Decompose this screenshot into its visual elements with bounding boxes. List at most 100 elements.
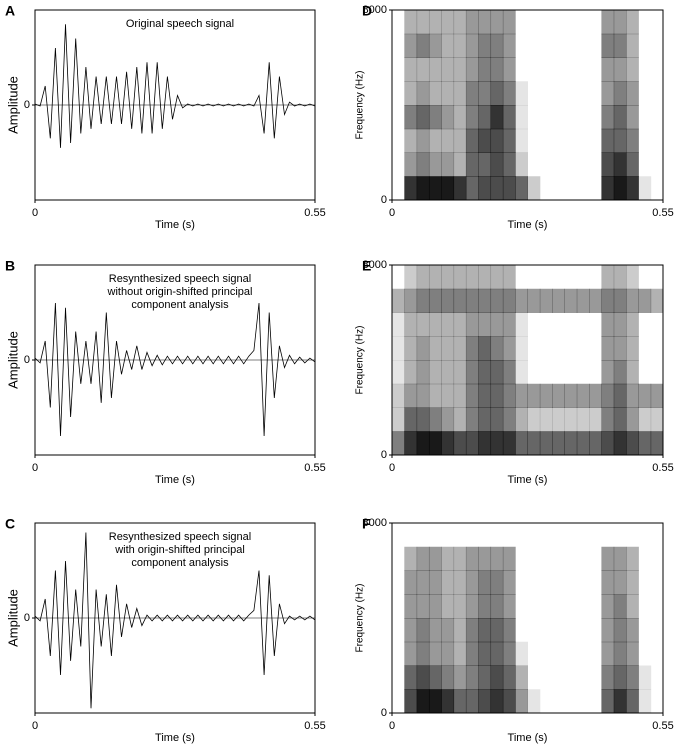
spectrogram-cell: [428, 665, 442, 690]
spectrogram-cell: [613, 689, 627, 714]
spectrogram-cell: [490, 10, 504, 35]
spectrogram-cell: [527, 176, 541, 201]
spectrogram-cell: [478, 570, 492, 595]
spectrogram-cell: [576, 407, 590, 432]
spectrogram-cell: [638, 313, 651, 337]
spectrogram-cell: [392, 618, 405, 642]
spectrogram-cell: [564, 407, 578, 432]
spectrogram-cell: [478, 33, 492, 58]
waveform: [34, 24, 316, 148]
spectrogram-cell: [638, 129, 651, 153]
spectrogram-cell: [515, 571, 528, 595]
spectrogram-cell: [613, 176, 627, 201]
spectrogram-cell: [552, 81, 565, 105]
spectrogram-cell: [552, 547, 565, 571]
x-tick-label: 0.55: [304, 720, 325, 732]
spectrogram-cell: [416, 288, 430, 313]
spectrogram-cell: [613, 431, 627, 456]
spectrogram-cell: [552, 642, 565, 666]
spectrogram-cell: [503, 523, 516, 547]
spectrogram-cell: [577, 547, 590, 571]
spectrogram-cell: [564, 547, 577, 571]
spectrogram-cell: [453, 105, 467, 130]
spectrogram-cell: [577, 153, 590, 177]
spectrogram-cell: [540, 666, 553, 690]
spectrogram-cell: [601, 33, 615, 58]
spectrogram-cell: [404, 10, 418, 35]
y-tick-label: 0: [24, 99, 30, 111]
spectrogram-cell: [589, 10, 602, 34]
spectrogram-cell: [478, 128, 492, 153]
spectrogram-cell: [564, 431, 578, 456]
spectrogram-cell: [441, 10, 455, 35]
spectrogram-cell: [441, 431, 455, 456]
spectrogram-cell: [392, 153, 405, 177]
spectrogram-cell: [651, 129, 664, 153]
y-axis-label: Frequency (Hz): [355, 584, 366, 653]
spectrogram-cell: [490, 81, 504, 106]
spectrogram-cell: [626, 57, 639, 82]
spectrogram-cell: [577, 666, 590, 690]
spectrogram-cell: [539, 431, 553, 456]
spectrogram-cell: [577, 360, 590, 384]
spectrogram-cell: [515, 58, 528, 82]
x-axis-label: Time (s): [508, 474, 548, 486]
y-tick-label: 0: [381, 194, 387, 206]
spectrogram-cell: [502, 407, 516, 432]
spectrogram-cell: [441, 594, 455, 619]
spectrogram-cell: [416, 33, 430, 58]
spectrogram-cell: [651, 313, 664, 337]
spectrogram-cell: [552, 265, 565, 289]
spectrogram-cell: [416, 618, 430, 643]
spectrogram-cell: [564, 360, 577, 384]
spectrogram-cell: [490, 618, 504, 643]
spectrogram-cell: [638, 153, 651, 177]
spectrogram-cell: [626, 288, 639, 313]
spectrogram-cell: [626, 105, 639, 130]
spectrogram-cell: [428, 641, 442, 666]
spectrogram-cell: [577, 129, 590, 153]
spectrogram-cell: [539, 288, 553, 313]
spectrogram-cell: [540, 10, 553, 34]
spectrogram-cell: [453, 570, 467, 595]
y-tick-label: 0: [24, 354, 30, 366]
spectrogram-cell: [404, 665, 418, 690]
spectrogram-cell: [601, 312, 615, 337]
spectrogram-cell: [613, 57, 627, 82]
spectrogram-cell: [577, 618, 590, 642]
spectrogram-cell: [416, 57, 430, 82]
spectrogram-cell: [528, 153, 541, 177]
panel-title: component analysis: [131, 299, 229, 311]
spectrogram-cell: [392, 666, 405, 690]
spectrogram-cell: [577, 689, 590, 713]
spectrogram-cell: [626, 265, 639, 290]
spectrogram-cell: [453, 288, 467, 313]
spectrogram-cell: [540, 642, 553, 666]
spectrogram-cell: [392, 360, 405, 385]
spectrogram-cell: [564, 594, 577, 618]
spectrogram-cell: [478, 105, 492, 130]
spectrogram-cell: [638, 288, 652, 313]
spectrogram-cell: [613, 336, 627, 361]
spectrogram-cell: [540, 523, 553, 547]
spectrogram-cell: [539, 383, 553, 408]
spectrogram-cell: [490, 360, 504, 385]
spectrogram-cell: [453, 10, 467, 35]
spectrogram-cell: [404, 57, 418, 82]
spectrogram-cell: [478, 546, 492, 571]
spectrogram-cell: [465, 383, 479, 408]
spectrogram-cell: [465, 360, 479, 385]
spectrogram-cell: [465, 265, 479, 290]
spectrogram-cell: [651, 689, 664, 713]
spectrogram-cell: [490, 265, 504, 290]
spectrogram-cell: [540, 689, 553, 713]
spectrogram-cell: [515, 10, 528, 34]
spectrogram-cell: [528, 313, 541, 337]
spectrogram-cell: [453, 407, 467, 432]
spectrogram-cell: [453, 431, 467, 456]
spectrogram-cell: [453, 594, 467, 619]
spectrogram-cell: [428, 33, 442, 58]
spectrogram-cell: [416, 128, 430, 153]
spectrogram-cell: [540, 153, 553, 177]
spectrogram-cell: [392, 547, 405, 571]
